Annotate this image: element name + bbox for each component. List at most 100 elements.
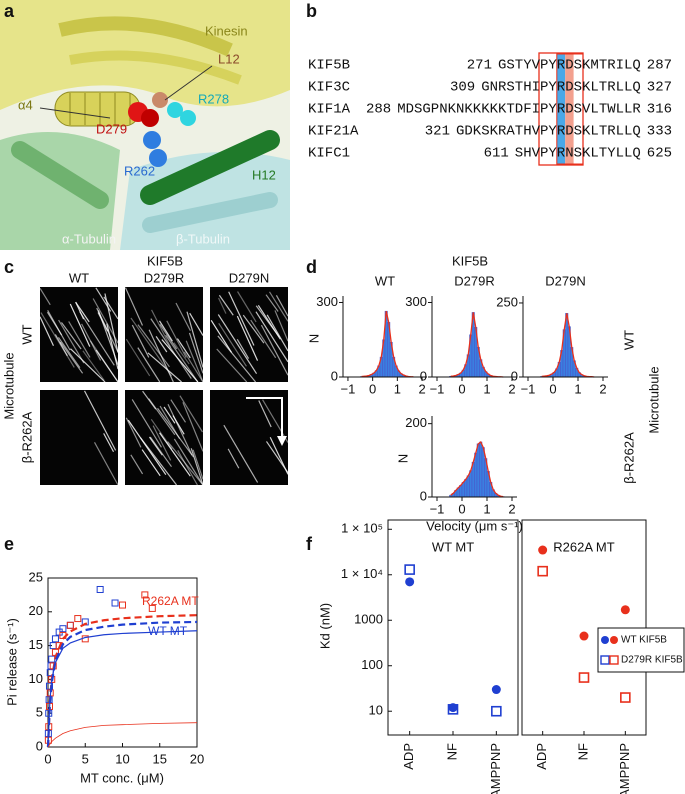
data-point: [66, 621, 74, 629]
track: [159, 405, 181, 439]
track: [75, 302, 90, 323]
track: [69, 303, 91, 347]
sequence: GSTYVPYRDSKMTRILQ: [498, 58, 641, 74]
track: [177, 450, 198, 486]
track: [142, 390, 157, 410]
annotation: WT MT: [148, 624, 188, 638]
x-tick-label: 0: [44, 751, 51, 766]
protein-name: KIF5B: [308, 58, 350, 74]
fit-curve: [450, 441, 504, 498]
fit-curve: [47, 630, 198, 748]
protein-name: KIF1A: [308, 102, 351, 118]
data-point: [620, 692, 631, 703]
x-tick-label: 2: [418, 381, 425, 396]
data-point: [491, 685, 501, 695]
track: [39, 288, 51, 306]
chart-title: WT MT: [432, 539, 474, 554]
y-tick-label: 15: [29, 637, 43, 652]
y-tick-label: 0: [511, 368, 518, 383]
x-tick-label: 0: [458, 501, 465, 516]
track: [236, 339, 250, 359]
data-point: [119, 601, 126, 609]
track: [237, 291, 257, 323]
track: [217, 314, 258, 375]
track: [188, 332, 204, 374]
data-point: [111, 599, 119, 607]
protein-name: KIF3C: [308, 80, 350, 96]
data-point: [404, 564, 415, 575]
x-tick-label: 0: [369, 381, 376, 396]
histogram-bar: [469, 470, 473, 498]
legend-marker: [609, 655, 619, 665]
track: [39, 316, 55, 346]
track: [79, 311, 115, 366]
y-tick-label: 1 × 10⁵: [341, 521, 383, 536]
kymograph: [210, 390, 288, 485]
data-point: [148, 604, 156, 612]
track: [165, 334, 199, 383]
track: [186, 311, 204, 368]
track: [54, 334, 68, 357]
track: [159, 432, 191, 477]
chart-title: R262A MT: [553, 539, 614, 554]
y-axis-label: Kd (nM): [317, 603, 332, 649]
track: [151, 309, 172, 348]
legend-marker: [601, 636, 609, 644]
track: [227, 448, 240, 469]
x-tick-label: 15: [153, 751, 167, 766]
track: [258, 400, 272, 428]
x-tick-label: AMPPNP: [617, 743, 632, 794]
track: [216, 348, 248, 383]
data-point: [66, 621, 74, 629]
structure-label: L12: [218, 51, 240, 66]
track: [158, 320, 173, 342]
track: [265, 441, 289, 474]
end-residue: 287: [647, 58, 672, 74]
start-residue: 271: [467, 58, 492, 74]
track: [262, 399, 289, 443]
track: [139, 437, 178, 486]
y-tick-label: 0: [420, 488, 427, 503]
sequence: MDSGPNKNKKKKKTDFIPYRDSVLTWLLR: [397, 102, 641, 118]
row-label: β-R262A: [621, 432, 636, 484]
structure-label: H12: [252, 167, 276, 182]
x-axis-label: MT conc. (μM): [80, 770, 164, 785]
end-residue: 333: [647, 124, 672, 140]
x-tick-label: 10: [115, 751, 129, 766]
track: [274, 310, 289, 342]
x-tick-label: ADP: [534, 743, 549, 770]
track: [81, 323, 102, 361]
r278-atom: [180, 110, 196, 126]
x-tick-label: AMPPNP: [488, 743, 503, 794]
track: [268, 291, 289, 322]
start-residue: 611: [484, 146, 509, 162]
r278-atom: [167, 102, 183, 118]
structure-label: α4: [18, 97, 33, 112]
track: [40, 312, 75, 368]
track: [255, 311, 289, 363]
alpha4-helix: [54, 91, 141, 127]
row-label: WT: [621, 330, 636, 350]
structure-label: D279: [96, 121, 127, 136]
track: [167, 403, 193, 456]
data-point: [447, 704, 459, 715]
x-tick-label: −1: [430, 381, 445, 396]
y-tick-label: 300: [316, 294, 338, 309]
h12-helix: [140, 130, 280, 205]
panel-label: e: [4, 534, 14, 554]
track: [130, 317, 173, 377]
panel-label: c: [4, 257, 14, 277]
track: [161, 339, 199, 383]
track: [166, 320, 187, 358]
data-point: [578, 672, 590, 683]
track: [137, 347, 161, 383]
track: [60, 322, 82, 350]
annotation: R262A MT: [142, 594, 199, 608]
y-tick-label: 250: [496, 294, 518, 309]
track: [46, 311, 63, 336]
track: [179, 395, 203, 433]
track: [125, 417, 142, 448]
x-tick-label: 5: [82, 751, 89, 766]
x-tick-label: 0: [458, 381, 465, 396]
track: [149, 436, 172, 468]
